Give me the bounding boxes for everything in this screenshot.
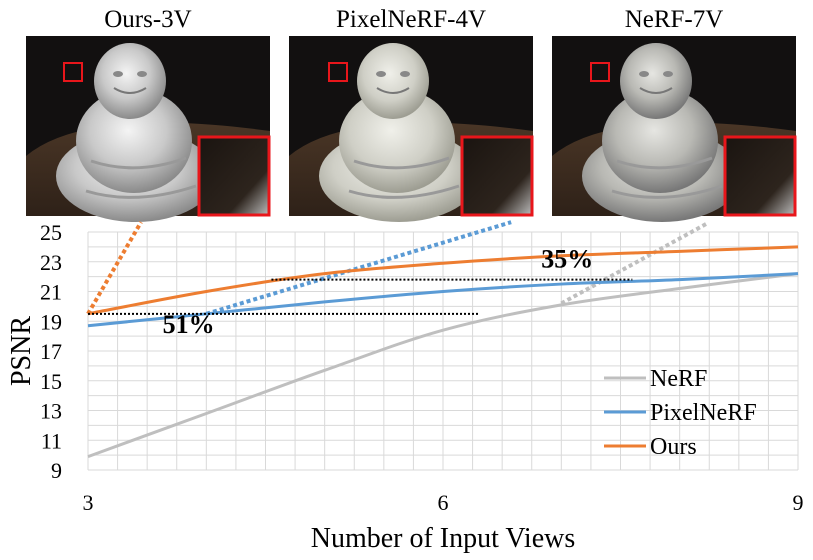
y-tick-label: 25 xyxy=(40,220,62,245)
series-line-ours xyxy=(87,245,799,316)
projection-line-ours xyxy=(86,221,143,315)
statue-eye-left xyxy=(639,71,649,77)
panel-title-nerf: NeRF-7V xyxy=(624,6,724,33)
statue-fold xyxy=(85,184,197,199)
legend-label-pixelnerf: PixelNeRF xyxy=(650,400,757,426)
statue-head xyxy=(357,43,429,119)
focus-box xyxy=(63,62,83,82)
statue-body xyxy=(602,89,718,193)
x-axis-title: Number of Input Views xyxy=(311,523,576,554)
statue-eye-left xyxy=(376,71,386,77)
panel-title-pixelnerf: PixelNeRF-4V xyxy=(336,6,486,33)
focus-box xyxy=(590,62,610,82)
statue-smile xyxy=(376,87,410,94)
statue-eye-right xyxy=(137,71,147,77)
statue-fold xyxy=(611,184,723,199)
y-tick-label: 9 xyxy=(51,458,62,483)
statue-body xyxy=(339,89,455,193)
statue-head xyxy=(94,43,166,119)
y-axis-title: PSNR xyxy=(6,316,37,386)
legend-label-ours: Ours xyxy=(650,434,697,460)
thumbnail-ours xyxy=(26,36,271,222)
statue-eye-right xyxy=(400,71,410,77)
annotation-label: 35% xyxy=(541,245,593,274)
y-tick-label: 17 xyxy=(40,339,62,364)
annotation-label: 51% xyxy=(163,310,215,339)
x-tick-label: 6 xyxy=(438,490,449,515)
focus-box xyxy=(328,62,348,82)
zoom-inset xyxy=(197,135,271,217)
statue-eye-left xyxy=(113,71,123,77)
statue-fold xyxy=(90,156,187,170)
y-tick-label: 19 xyxy=(40,309,62,334)
thumbnail-nerf xyxy=(552,36,797,222)
zoom-inset xyxy=(460,135,534,217)
statue-fold xyxy=(348,184,460,199)
statue-body xyxy=(76,89,192,193)
statue-fold xyxy=(616,156,713,170)
statue-head xyxy=(620,43,692,119)
y-tick-label: 21 xyxy=(40,280,62,305)
y-tick-label: 13 xyxy=(40,399,62,424)
statue-fold xyxy=(353,156,450,170)
legend-label-nerf: NeRF xyxy=(650,366,707,392)
zoom-inset xyxy=(723,135,797,217)
x-tick-label: 9 xyxy=(793,490,804,515)
y-tick-label: 11 xyxy=(41,428,62,453)
thumbnail-pixelnerf xyxy=(289,36,534,222)
y-tick-label: 15 xyxy=(40,369,62,394)
statue-smile xyxy=(113,87,147,94)
panel-title-ours: Ours-3V xyxy=(104,6,192,33)
statue-smile xyxy=(639,87,673,94)
series-line-pixelnerf xyxy=(87,272,799,328)
x-tick-label: 3 xyxy=(83,490,94,515)
series-line-nerf xyxy=(87,272,799,459)
y-tick-label: 23 xyxy=(40,250,62,275)
statue-eye-right xyxy=(663,71,673,77)
